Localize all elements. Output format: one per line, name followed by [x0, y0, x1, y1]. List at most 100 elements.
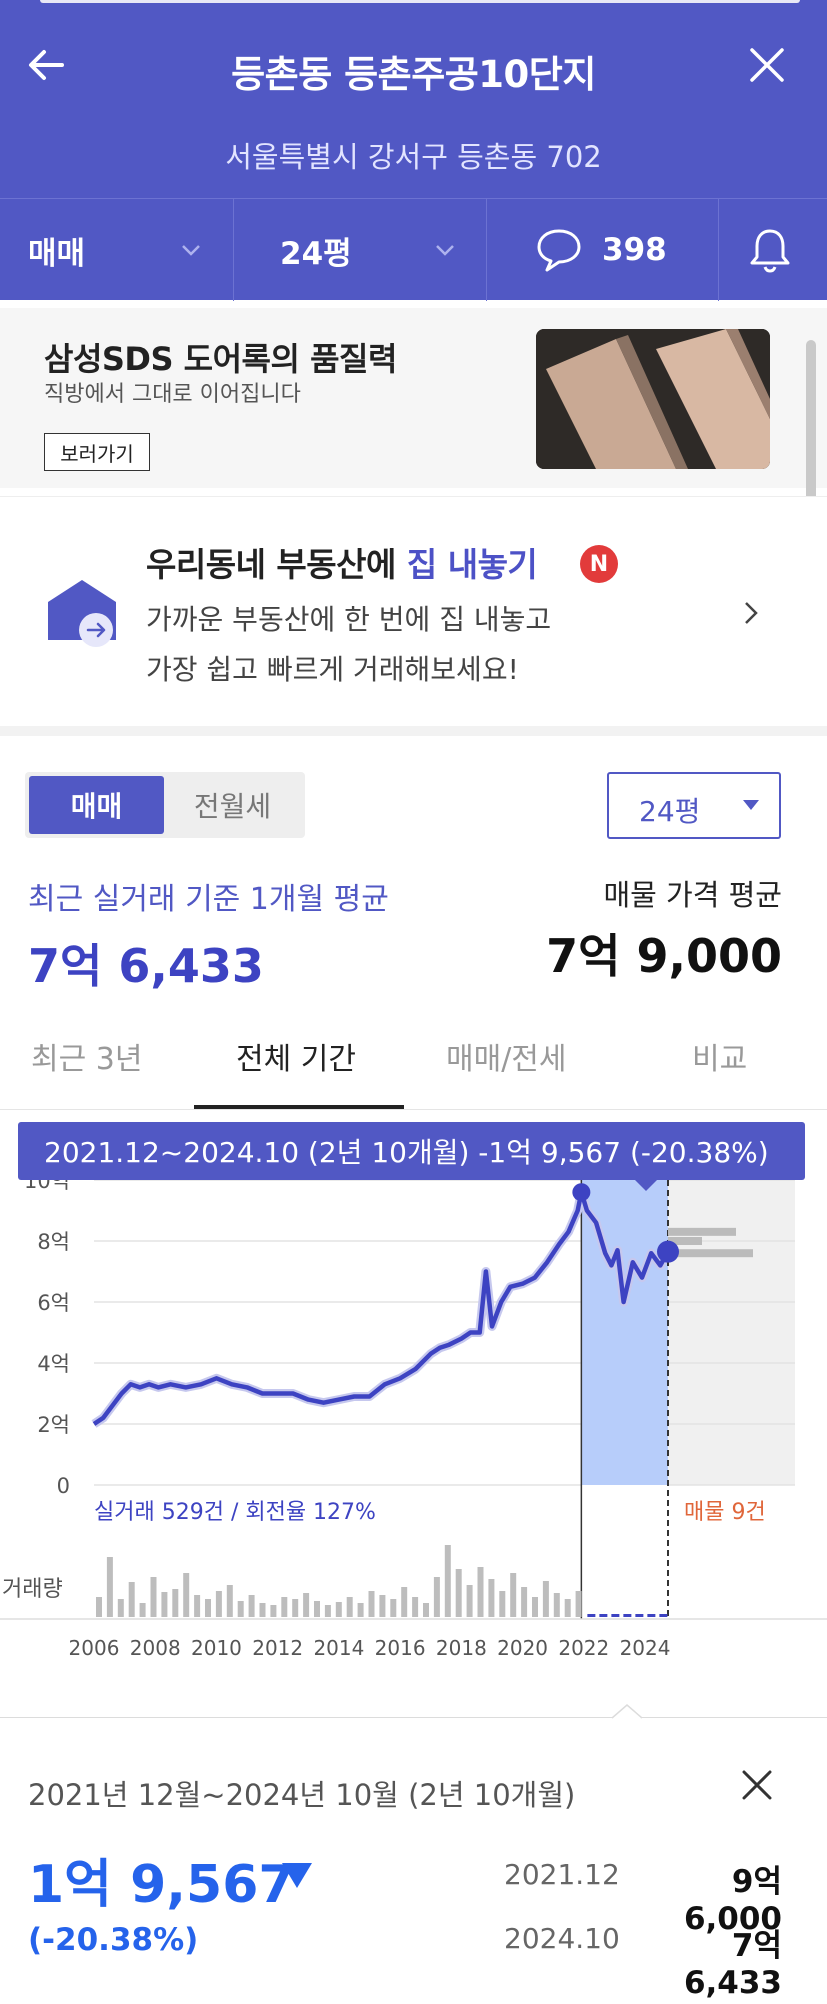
page-title: 등촌동 등촌주공10단지 — [231, 53, 596, 96]
end-price: 7억 6,433 — [683, 1928, 782, 2001]
volume-bar — [259, 1603, 266, 1617]
volume-bar — [379, 1595, 386, 1617]
volume-bars — [0, 1545, 827, 1620]
trade-info: 실거래 529건 / 회전율 127% — [94, 1500, 376, 1525]
size-label: 24평 — [280, 235, 352, 272]
promo-line-2: 가장 쉽고 빠르게 거래해보세요! — [146, 653, 519, 686]
tab-sale-jeonse[interactable]: 매매/전세 — [446, 1042, 567, 1077]
section-divider — [0, 726, 827, 736]
selection-layer — [580, 1180, 669, 1619]
y-tick-label: 0 — [57, 1474, 70, 1498]
new-badge: N — [580, 545, 618, 583]
listing-avg-price: 7억 9,000 — [546, 929, 782, 983]
volume-bar — [368, 1591, 375, 1617]
close-icon[interactable] — [744, 42, 790, 88]
volume-bar — [423, 1603, 429, 1617]
ad-product-image — [536, 329, 770, 469]
range-label-text: 2021.12~2024.10 (2년 10개월) -1억 9,567 (-20… — [44, 1136, 769, 1169]
volume-bar — [248, 1595, 255, 1617]
volume-bar — [237, 1601, 244, 1617]
volume-bar — [521, 1587, 528, 1617]
volume-bar — [542, 1581, 549, 1617]
listing-promo-banner[interactable] — [0, 496, 827, 726]
volume-bar — [324, 1605, 331, 1617]
x-tick-label: 2016 — [375, 1636, 426, 1660]
volume-bar — [292, 1599, 299, 1617]
chevron-down-icon — [436, 245, 454, 256]
comments-button[interactable]: 398 — [534, 199, 714, 301]
volume-bar — [532, 1597, 538, 1617]
segment-sale[interactable]: 매매 — [29, 776, 164, 834]
scrollbar[interactable] — [806, 340, 816, 525]
ad-view-button[interactable]: 보러가기 — [44, 433, 150, 471]
y-tick-label: 6억 — [37, 1291, 70, 1315]
top-indicator — [40, 0, 800, 3]
listing-bar — [668, 1237, 702, 1245]
volume-bar — [96, 1597, 102, 1617]
trade-type-dropdown[interactable]: 매매 — [28, 199, 228, 301]
filter-bar: 매매 24평 398 — [0, 198, 827, 301]
range-summary-panel — [0, 1717, 827, 2004]
divider — [233, 199, 234, 301]
tab-compare[interactable]: 비교 — [692, 1042, 748, 1077]
tab-all-period[interactable]: 전체 기간 — [236, 1042, 356, 1077]
volume-bar — [205, 1599, 211, 1617]
volume-bar — [499, 1591, 506, 1617]
selection-end-point — [657, 1240, 679, 1263]
volume-bar — [575, 1591, 582, 1617]
x-tick-label: 2012 — [252, 1636, 303, 1660]
segment-rent[interactable]: 전월세 — [193, 790, 272, 823]
volume-bar — [281, 1597, 288, 1617]
volume-bar — [150, 1577, 157, 1617]
summary-range: 2021년 12월~2024년 10월 (2년 10개월) — [28, 1778, 576, 1812]
chevron-right-icon — [745, 602, 758, 624]
x-tick-label: 2008 — [130, 1636, 181, 1660]
y-tick-label: 2억 — [37, 1413, 70, 1437]
close-icon[interactable] — [738, 1766, 776, 1804]
ad-subtitle: 직방에서 그대로 이어집니다 — [44, 382, 301, 407]
start-price: 9억 6,000 — [683, 1864, 782, 1937]
volume-bar — [335, 1602, 342, 1617]
size-dropdown[interactable]: 24평 — [280, 199, 480, 301]
volume-bar — [635, 1614, 644, 1617]
volume-bar — [587, 1614, 596, 1617]
divider — [718, 199, 719, 301]
volume-bar — [564, 1599, 571, 1617]
x-tick-label: 2020 — [497, 1636, 548, 1660]
selection-start-point — [572, 1183, 591, 1202]
volume-bar — [161, 1592, 168, 1617]
listing-bar — [668, 1249, 753, 1258]
volume-bar — [466, 1585, 473, 1617]
back-arrow-icon[interactable] — [22, 40, 72, 90]
listing-avg-label: 매물 가격 평균 — [603, 878, 782, 912]
volume-bar — [106, 1557, 113, 1617]
volume-bar — [390, 1599, 397, 1617]
tab-recent-3y[interactable]: 최근 3년 — [31, 1042, 143, 1077]
volume-bar — [357, 1603, 364, 1617]
panel-pointer — [612, 1704, 642, 1719]
volume-bar — [172, 1589, 179, 1617]
range-label-pointer — [634, 1179, 658, 1191]
volume-bar — [488, 1579, 495, 1617]
listing-distribution — [668, 1227, 753, 1258]
house-listing-icon — [48, 580, 116, 647]
speech-bubble-icon — [537, 229, 581, 272]
bell-icon[interactable] — [746, 225, 794, 275]
volume-bar — [599, 1614, 608, 1617]
chart-grid — [94, 1179, 795, 1486]
x-tick-label: 2010 — [191, 1636, 242, 1660]
price-line-layer — [91, 1183, 679, 1428]
volume-bar — [659, 1614, 668, 1617]
listing-area-bg — [668, 1180, 795, 1485]
promo-title-text: 우리동네 부동산에 — [146, 545, 407, 584]
price-line — [92, 1189, 670, 1426]
divider — [486, 199, 487, 301]
volume-bar — [303, 1593, 310, 1617]
x-tick-label: 2014 — [313, 1636, 364, 1660]
x-tick-label: 2006 — [69, 1636, 120, 1660]
size-select[interactable]: 24평 — [607, 772, 781, 839]
volume-bar — [623, 1614, 632, 1617]
x-tick-label: 2018 — [436, 1636, 487, 1660]
